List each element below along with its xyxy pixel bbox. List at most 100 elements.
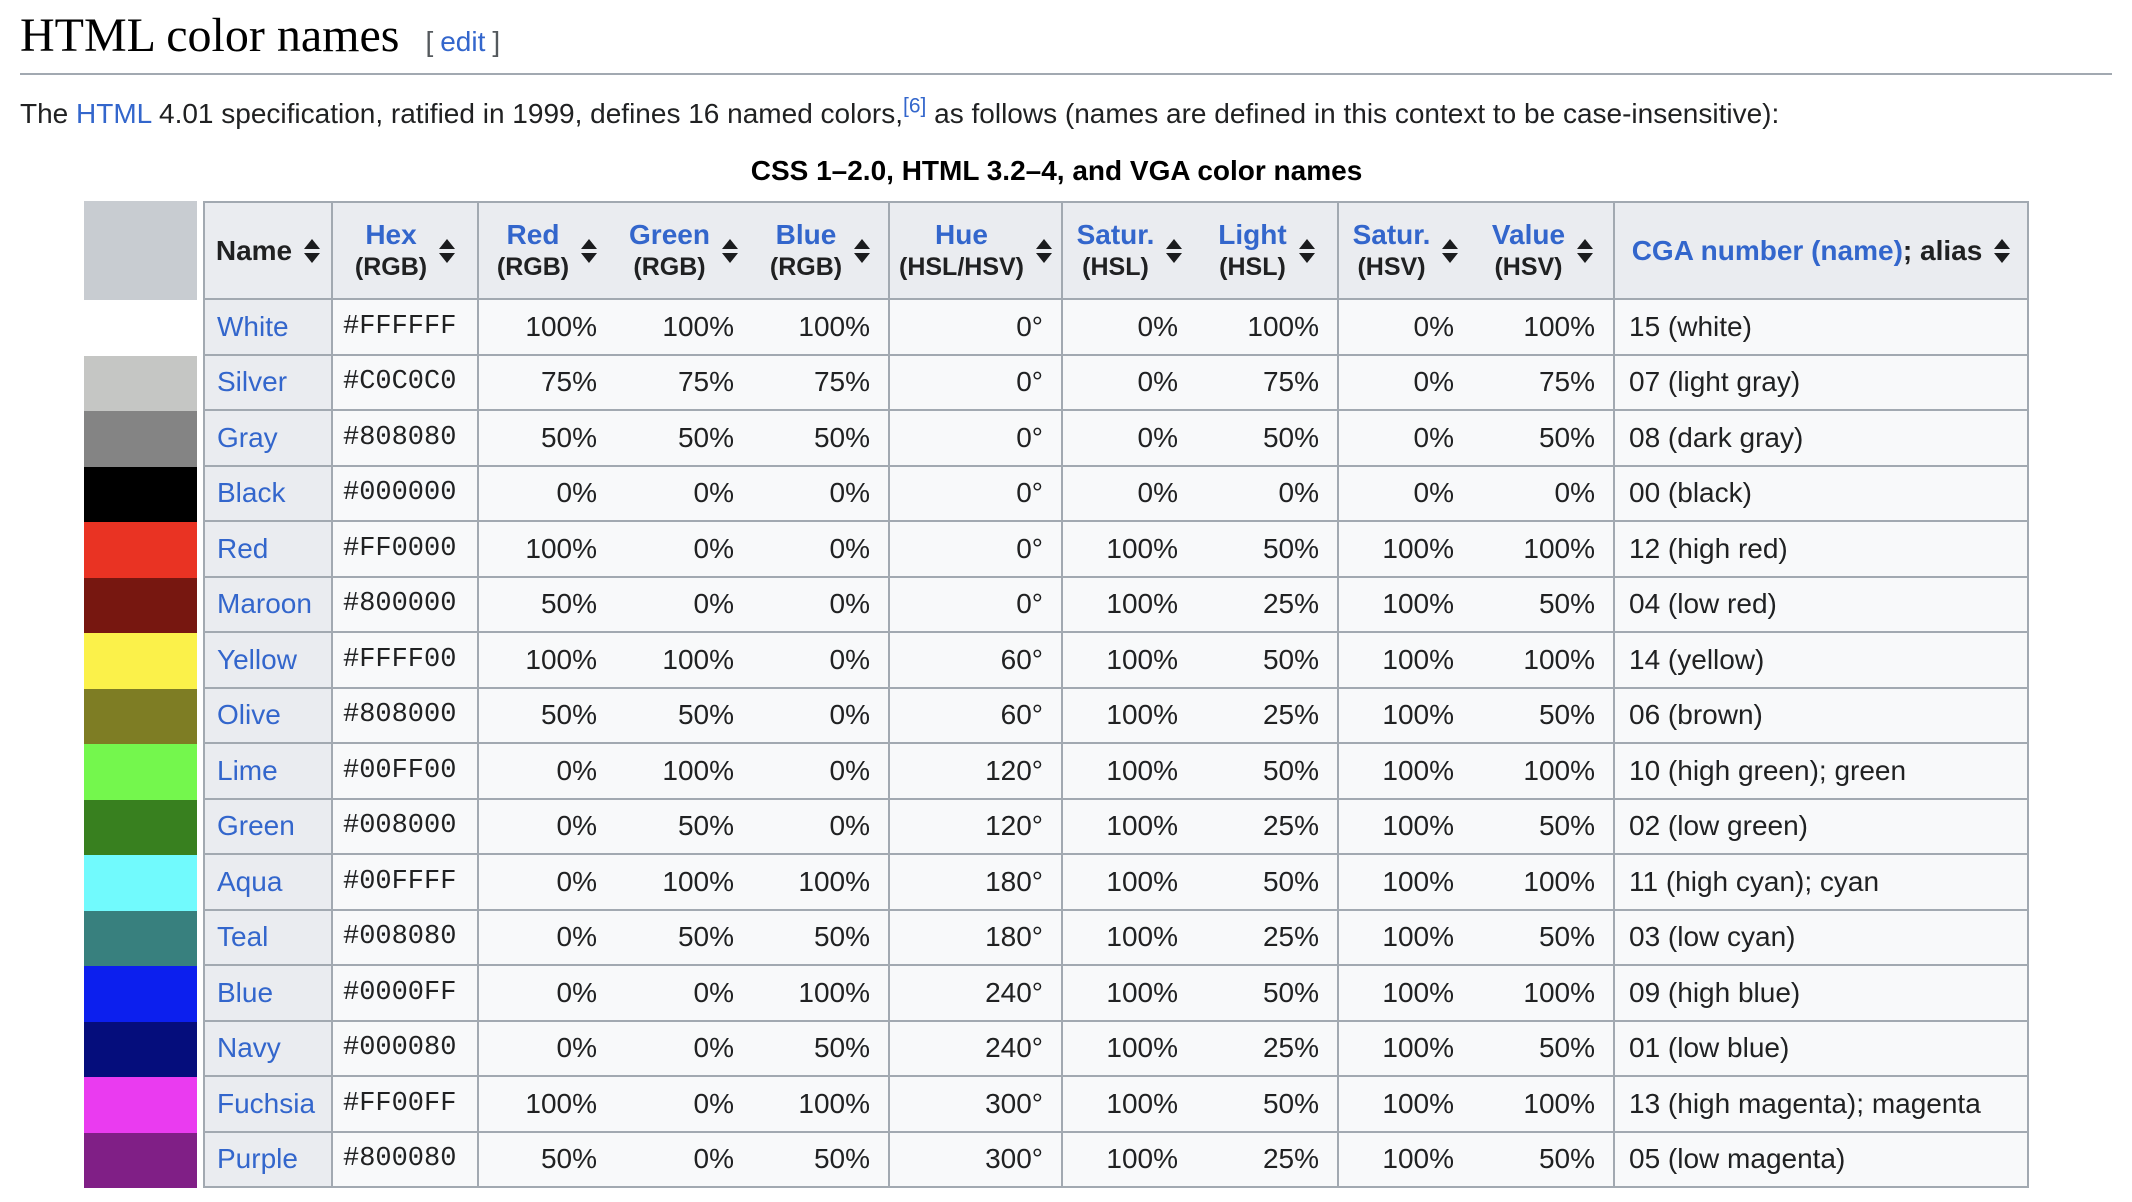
sat_hsv-cell: 100% [1339, 1077, 1472, 1133]
column-header-blue[interactable]: Blue (RGB) [752, 201, 890, 300]
color-name-link[interactable]: Purple [217, 1143, 298, 1175]
red-cell: 0% [479, 855, 615, 911]
sat_hsl-cell: 100% [1063, 633, 1196, 689]
color-row-yellow: Yellow #FFFF00 100% 100% 0% 60° 100% 50% 100% 100… [84, 633, 2029, 689]
sort-icon [1166, 238, 1183, 263]
sat_hsl-cell: 0% [1063, 355, 1196, 411]
cga-cell: 13 (high magenta); magenta [1615, 1077, 2029, 1133]
red-header-link[interactable]: Red [506, 218, 560, 250]
column-header-hue[interactable]: Hue (HSL/HSV) [890, 201, 1063, 300]
color-name-link[interactable]: Black [217, 477, 286, 509]
sat_hsl-cell: 100% [1063, 522, 1196, 578]
reference-6-link[interactable]: [6] [903, 94, 927, 118]
sort-icon [854, 238, 871, 263]
sat_hsv-cell: 100% [1339, 910, 1472, 966]
green-cell: 0% [615, 522, 752, 578]
green-header-link[interactable]: Green [629, 218, 710, 250]
hue-cell: 240° [890, 966, 1063, 1022]
column-header-sat_hsl[interactable]: Satur. (HSL) [1063, 201, 1196, 300]
color-name-link[interactable]: Aqua [217, 865, 283, 897]
sat_hsv-cell: 0% [1339, 355, 1472, 411]
hue-header-link[interactable]: Hue [935, 218, 988, 250]
sat_hsv-cell: 100% [1339, 799, 1472, 855]
hex-cell: #000080 [333, 1021, 479, 1077]
color-name-link[interactable]: Silver [217, 366, 288, 398]
color-name-link[interactable]: Navy [217, 1032, 281, 1064]
color-table-wrap: CSS 1–2.0, HTML 3.2–4, and VGA color nam… [84, 155, 2112, 1188]
swatch-gap [197, 1021, 203, 1077]
color-name-link[interactable]: Olive [217, 699, 281, 731]
color-row-white: White #FFFFFF 100% 100% 100% 0° 0% 100% 0% 100% 15… [84, 300, 2029, 356]
green-cell: 100% [615, 633, 752, 689]
color-name-link[interactable]: Gray [217, 421, 278, 453]
light-cell: 0% [1196, 466, 1339, 522]
edit-bracket-open: [ [425, 26, 434, 57]
cga-header-link[interactable]: CGA number (name) [1631, 235, 1903, 266]
sort-icon [1442, 238, 1459, 263]
blue-cell: 0% [752, 522, 890, 578]
color-name-link[interactable]: Blue [217, 976, 274, 1008]
color-row-teal: Teal #008080 0% 50% 50% 180° 100% 25% 100% 50% 03 … [84, 910, 2029, 966]
color-row-navy: Navy #000080 0% 0% 50% 240° 100% 25% 100% 50% 01 (… [84, 1021, 2029, 1077]
corner-cell [84, 201, 197, 300]
light-cell: 75% [1196, 355, 1339, 411]
blue-cell: 100% [752, 966, 890, 1022]
color-row-purple: Purple #800080 50% 0% 50% 300° 100% 25% 100% 50% 0… [84, 1132, 2029, 1188]
hex-cell: #808080 [333, 411, 479, 467]
sat_hsv-cell: 100% [1339, 633, 1472, 689]
name-cell: Yellow [203, 633, 333, 689]
hex-cell: #008000 [333, 799, 479, 855]
value-header-link[interactable]: Value [1491, 218, 1566, 250]
column-header-sat_hsv[interactable]: Satur. (HSV) [1339, 201, 1472, 300]
color-name-link[interactable]: Green [217, 810, 295, 842]
color-row-gray: Gray #808080 50% 50% 50% 0° 0% 50% 0% 50% 08 (dark… [84, 411, 2029, 467]
html-link[interactable]: HTML [76, 98, 152, 129]
sat_hsv-cell: 100% [1339, 1132, 1472, 1188]
red-cell: 100% [479, 1077, 615, 1133]
sat_hsv-header-link[interactable]: Satur. [1352, 218, 1431, 250]
cga-cell: 12 (high red) [1615, 522, 2029, 578]
sat_hsl-cell: 0% [1063, 466, 1196, 522]
green-cell: 0% [615, 577, 752, 633]
sat_hsl-header-link[interactable]: Satur. [1076, 218, 1155, 250]
column-header-light[interactable]: Light (HSL) [1196, 201, 1339, 300]
color-name-link[interactable]: Red [217, 532, 269, 564]
hue-cell: 120° [890, 799, 1063, 855]
name-cell: Teal [203, 910, 333, 966]
column-header-green[interactable]: Green (RGB) [615, 201, 752, 300]
value-cell: 100% [1472, 1077, 1615, 1133]
sort-icon [439, 238, 456, 263]
swatch-gap [197, 910, 203, 966]
value-cell: 50% [1472, 1132, 1615, 1188]
color-name-link[interactable]: Teal [217, 921, 269, 953]
column-header-cga[interactable]: CGA number (name); alias [1615, 201, 2029, 300]
blue-header-link[interactable]: Blue [775, 218, 837, 250]
hue-cell: 0° [890, 466, 1063, 522]
column-header-name[interactable]: Name [203, 201, 333, 300]
sat_hsl-header-sublabel: (HSL) [1082, 252, 1149, 281]
color-name-link[interactable]: Yellow [217, 643, 297, 675]
red-cell: 100% [479, 522, 615, 578]
color-name-link[interactable]: White [217, 310, 289, 342]
column-header-red[interactable]: Red (RGB) [479, 201, 615, 300]
hex-header-link[interactable]: Hex [365, 218, 417, 250]
red-header-sublabel: (RGB) [496, 252, 570, 281]
sort-icon [304, 238, 321, 263]
color-name-link[interactable]: Lime [217, 754, 278, 786]
color-name-link[interactable]: Maroon [217, 588, 312, 620]
edit-link[interactable]: edit [440, 26, 486, 57]
green-cell: 100% [615, 855, 752, 911]
color-swatch [84, 855, 197, 911]
color-name-link[interactable]: Fuchsia [217, 1087, 316, 1119]
column-header-hex[interactable]: Hex (RGB) [333, 201, 479, 300]
hue-cell: 180° [890, 855, 1063, 911]
green-cell: 0% [615, 1132, 752, 1188]
intro-paragraph: The HTML 4.01 specification, ratified in… [20, 94, 2112, 131]
column-header-value[interactable]: Value (HSV) [1472, 201, 1615, 300]
name-cell: White [203, 300, 333, 356]
color-swatch [84, 799, 197, 855]
sort-icon [721, 238, 738, 263]
cga-cell: 01 (low blue) [1615, 1021, 2029, 1077]
light-header-link[interactable]: Light [1218, 218, 1287, 250]
hue-cell: 0° [890, 577, 1063, 633]
